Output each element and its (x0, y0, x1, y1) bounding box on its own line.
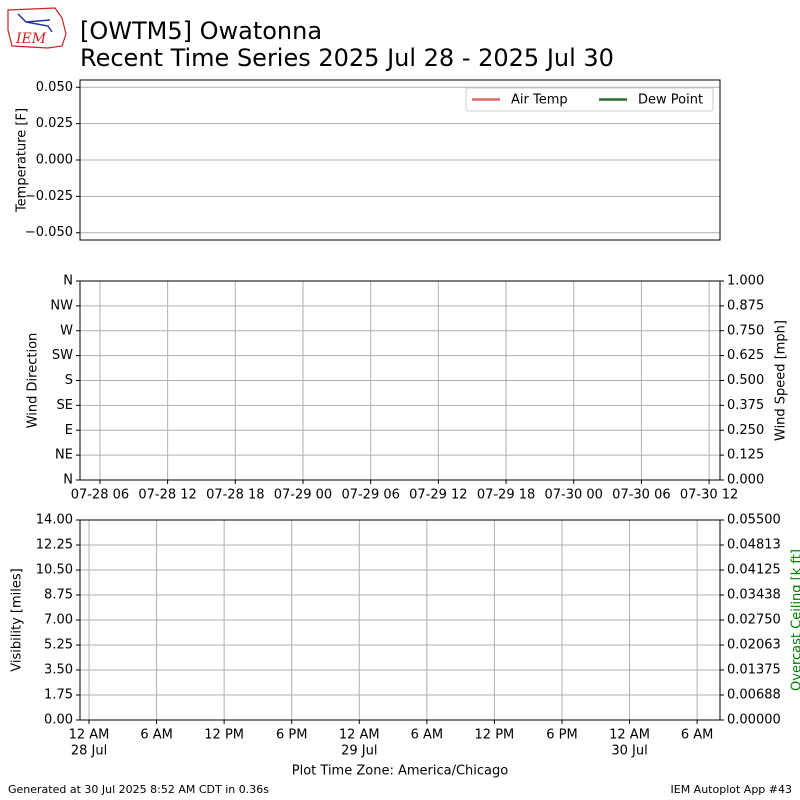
y2-tick-label: 0.500 (727, 373, 764, 388)
x-tick-label: 07-29 00 (274, 488, 332, 503)
x-tick-label: 12 PM (204, 728, 244, 743)
y-axis-label: Wind Direction (26, 333, 41, 429)
legend-box (465, 87, 714, 112)
y2-tick-label: 0.250 (727, 423, 764, 438)
y-tick-label: −0.050 (25, 225, 73, 240)
y-tick-label: −0.025 (25, 189, 73, 204)
x-tick-label: 6 AM (681, 728, 714, 743)
x-tick-date: 30 Jul (611, 744, 647, 759)
x-tick-label: 12 PM (475, 728, 515, 743)
y2-tick-label: 0.04813 (727, 537, 781, 552)
y2-tick-label: 0.125 (727, 448, 764, 463)
y-tick-label: S (65, 373, 73, 388)
y-axis-label: Temperature [F] (15, 108, 30, 213)
y-tick-label: 0.00 (44, 713, 73, 728)
x-tick-label: 12 AM (339, 728, 380, 743)
y-tick-label: W (60, 323, 73, 338)
y2-tick-label: 0.000 (727, 473, 764, 488)
x-tick-label: 07-28 18 (206, 488, 264, 503)
legend-label: Air Temp (511, 93, 568, 108)
y2-tick-label: 0.00688 (727, 687, 781, 702)
y2-tick-label: 0.00000 (727, 713, 781, 728)
y2-tick-label: 1.000 (727, 274, 764, 289)
x-tick-date: 29 Jul (341, 744, 377, 759)
legend-label: Dew Point (638, 93, 703, 108)
subtitle: Recent Time Series 2025 Jul 28 - 2025 Ju… (80, 44, 614, 72)
logo-text: IEM (15, 31, 47, 47)
footer-generated: Generated at 30 Jul 2025 8:52 AM CDT in … (8, 783, 269, 796)
y-tick-label: 3.50 (44, 663, 73, 678)
y-axis-label: Visibility [miles] (10, 568, 25, 671)
x-tick-label: 07-29 18 (477, 488, 535, 503)
logo-lines (17, 13, 53, 33)
y2-tick-label: 0.875 (727, 298, 764, 313)
y-tick-label: 12.25 (36, 538, 73, 553)
y2-tick-label: 0.04125 (727, 563, 781, 578)
y-tick-label: N (63, 473, 73, 488)
x-tick-label: 07-30 00 (544, 488, 602, 503)
x-tick-label: 07-30 06 (612, 488, 670, 503)
y2-tick-label: 0.02750 (727, 613, 781, 628)
y-tick-label: 0.050 (36, 80, 73, 95)
x-tick-label: 07-28 12 (138, 488, 196, 503)
y-tick-label: 1.75 (44, 688, 73, 703)
y-tick-label: SE (57, 398, 73, 413)
x-tick-label: 6 AM (411, 728, 444, 743)
x-tick-label: 12 AM (69, 728, 110, 743)
y2-axis-label: Overcast Ceiling [k ft] (790, 549, 800, 691)
x-tick-label: 12 AM (609, 728, 650, 743)
y-tick-label: 5.25 (44, 638, 73, 653)
y2-tick-label: 0.05500 (727, 513, 781, 528)
y-tick-label: 8.75 (44, 588, 73, 603)
y-tick-label: E (65, 423, 73, 438)
title: [OWTM5] Owatonna (80, 17, 322, 45)
y2-tick-label: 0.01375 (727, 663, 781, 678)
y-tick-label: 0.025 (36, 116, 73, 131)
x-tick-label: 6 PM (276, 728, 307, 743)
x-tick-label: 6 PM (546, 728, 577, 743)
y-tick-label: 0.000 (36, 153, 73, 168)
y-tick-label: SW (52, 348, 73, 363)
plot-frame (79, 79, 721, 241)
y-tick-label: NE (55, 448, 73, 463)
y-tick-label: N (63, 274, 73, 289)
x-tick-date: 28 Jul (71, 744, 107, 759)
footer-app: IEM Autoplot App #43 (671, 783, 793, 796)
x-tick-label: 07-28 06 (71, 488, 129, 503)
y-tick-label: 7.00 (44, 613, 73, 628)
y2-tick-label: 0.625 (727, 348, 764, 363)
x-tick-label: 07-29 06 (341, 488, 399, 503)
x-tick-label: 6 AM (140, 728, 173, 743)
logo: IEM (7, 7, 67, 49)
y2-tick-label: 0.02063 (727, 637, 781, 652)
x-axis-label: Plot Time Zone: America/Chicago (292, 764, 508, 779)
x-tick-label: 07-29 12 (409, 488, 467, 503)
y-tick-label: 10.50 (36, 563, 73, 578)
plot-frame (79, 519, 721, 721)
x-tick-label: 07-30 12 (680, 488, 738, 503)
y2-tick-label: 0.750 (727, 323, 764, 338)
y2-axis-label: Wind Speed [mph] (774, 320, 789, 441)
y2-tick-label: 0.375 (727, 398, 764, 413)
y2-tick-label: 0.03438 (727, 587, 781, 602)
y-tick-label: NW (50, 298, 73, 313)
y-tick-label: 14.00 (36, 513, 73, 528)
plot-frame (79, 280, 721, 481)
